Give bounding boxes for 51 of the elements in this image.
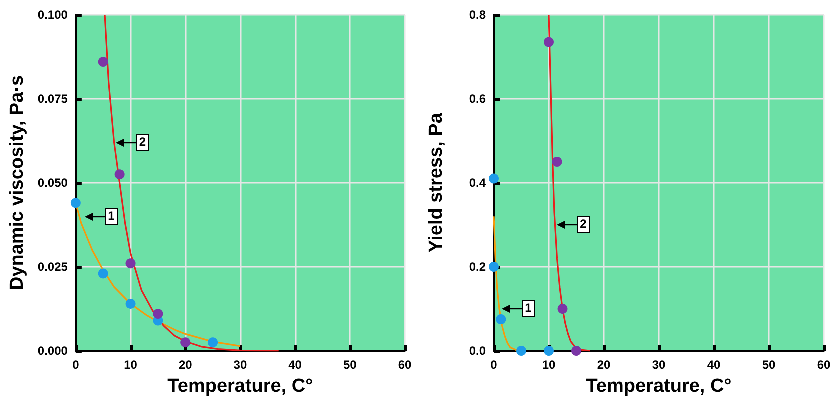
annotation: 1	[522, 300, 535, 317]
point	[208, 338, 218, 348]
point	[516, 346, 526, 356]
x-tick-label: 60	[398, 358, 412, 372]
x-tick-label: 10	[124, 358, 138, 372]
x-tick-label: 40	[288, 358, 302, 372]
point	[153, 309, 164, 320]
point	[98, 57, 108, 68]
x-axis-title: Temperature, C°	[168, 376, 314, 397]
y-tick-label: 0.0	[469, 344, 486, 358]
x-axis-title: Temperature, C°	[586, 376, 732, 397]
x-tick-label: 30	[652, 358, 666, 372]
annotation: 1	[105, 208, 118, 225]
y-tick-label: 0.050	[38, 176, 68, 190]
annotation: 2	[136, 134, 150, 151]
point	[70, 198, 81, 208]
y-tick-label: 0.4	[469, 176, 486, 190]
x-tick-label: 30	[234, 358, 248, 372]
point	[572, 346, 582, 356]
y-tick-label: 0.2	[469, 260, 486, 274]
y-tick-label: 0.100	[38, 8, 68, 22]
y-tick-label: 0.6	[469, 92, 486, 106]
y-tick-label: 0.8	[469, 8, 486, 22]
point	[126, 298, 136, 309]
point	[489, 174, 499, 184]
x-tick-label: 40	[707, 358, 721, 372]
point	[180, 338, 191, 348]
y-tick-label: 0.075	[38, 92, 68, 106]
x-tick-label: 50	[762, 358, 776, 372]
point	[496, 314, 506, 324]
point	[544, 37, 554, 48]
x-tick-label: 20	[178, 358, 193, 372]
point	[558, 304, 568, 314]
point	[544, 346, 554, 356]
x-tick-label: 10	[542, 358, 556, 372]
x-tick-label: 0	[72, 358, 80, 372]
point	[552, 157, 562, 167]
point	[98, 268, 108, 279]
annotation: 2	[577, 216, 590, 233]
y-tick-label: 0.025	[38, 260, 68, 274]
x-tick-label: 50	[343, 358, 358, 372]
line-series	[104, 14, 280, 352]
y-axis-title: Dynamic viscosity, Pa·s	[7, 75, 28, 291]
y-axis-title: Yield stress, Pa	[426, 112, 447, 253]
x-tick-label: 60	[817, 358, 831, 372]
point	[489, 262, 499, 272]
point	[126, 258, 136, 269]
y-tick-label: 0.000	[38, 344, 68, 358]
x-tick-label: 20	[597, 358, 611, 372]
point	[114, 170, 125, 180]
x-tick-label: 0	[490, 358, 498, 372]
